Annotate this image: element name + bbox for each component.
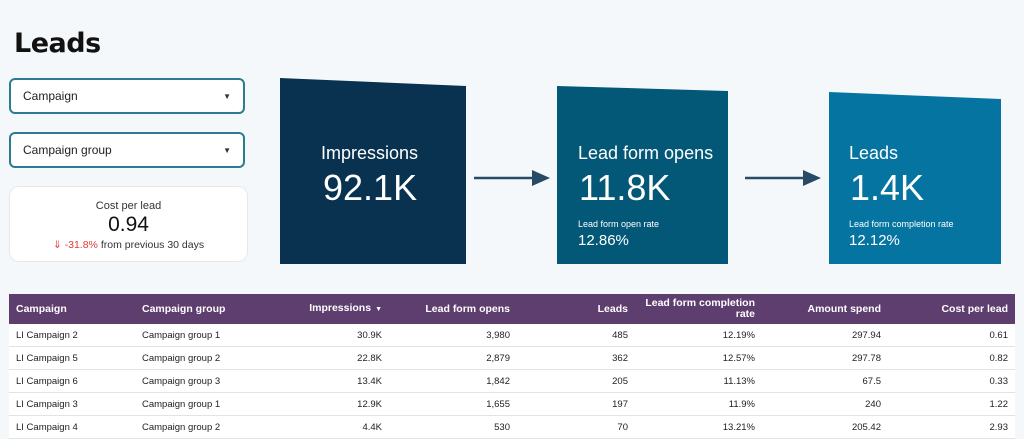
funnel-arrow-2 (745, 170, 821, 186)
cell-leads: 70 (517, 415, 635, 439)
kpi-label: Cost per lead (95, 200, 162, 212)
cell-cost-per-lead: 0.61 (888, 324, 1015, 347)
column-header-leads[interactable]: Leads (517, 294, 635, 324)
cell-amount-spend: 240 (762, 392, 888, 416)
funnel-impressions-title: Impressions (321, 143, 419, 163)
cell-leads: 197 (517, 392, 635, 416)
caret-down-icon: ▼ (223, 145, 231, 155)
cell-campaign-group: Campaign group 2 (135, 346, 300, 370)
column-header-cost-per-lead[interactable]: Cost per lead (888, 294, 1015, 324)
funnel-stage-impressions-shape (280, 78, 466, 264)
cell-amount-spend: 205.42 (762, 415, 888, 439)
campaign-group-dropdown-label: Campaign group (23, 143, 112, 157)
cell-campaign: LI Campaign 4 (9, 415, 135, 439)
kpi-delta-value: -31.8% (64, 239, 98, 251)
table-row: LI Campaign 2 Campaign group 1 30.9K 3,9… (9, 324, 1015, 347)
funnel-arrow-1 (474, 170, 550, 186)
cell-impressions: 12.9K (300, 392, 389, 416)
table-row: LI Campaign 6 Campaign group 3 13.4K 1,8… (9, 369, 1015, 393)
cell-amount-spend: 297.94 (762, 324, 888, 347)
cell-impressions: 22.8K (300, 346, 389, 370)
column-header-lead-form-opens[interactable]: Lead form opens (389, 294, 517, 324)
campaign-dropdown[interactable]: Campaign ▼ (9, 78, 245, 114)
campaign-table: Campaign Campaign group Impressions ▼ Lea… (9, 294, 1015, 439)
campaign-group-dropdown[interactable]: Campaign group ▼ (9, 132, 245, 168)
column-header-impressions[interactable]: Impressions ▼ (300, 294, 389, 324)
sort-desc-icon: ▼ (375, 306, 382, 313)
table-row: LI Campaign 4 Campaign group 2 4.4K 530 … (9, 415, 1015, 439)
cell-lead-form-opens: 3,980 (389, 324, 517, 347)
cell-leads: 205 (517, 369, 635, 393)
cell-cost-per-lead: 0.33 (888, 369, 1015, 393)
column-header-campaign[interactable]: Campaign (9, 294, 135, 324)
cost-per-lead-scorecard: Cost per lead 0.94 ⇓ -31.8% from previou… (9, 186, 248, 262)
cell-impressions: 30.9K (300, 324, 389, 347)
funnel-stage-lead-form-opens-shape (557, 86, 728, 264)
funnel-lead-form-opens-value: 11.8K (579, 167, 671, 208)
cell-impressions: 4.4K (300, 415, 389, 439)
cell-completion-rate: 11.13% (635, 369, 762, 393)
cell-lead-form-opens: 1,842 (389, 369, 517, 393)
funnel-impressions-value: 92.1K (323, 167, 418, 208)
cell-completion-rate: 12.57% (635, 346, 762, 370)
column-header-impressions-label: Impressions (309, 302, 372, 314)
caret-down-icon: ▼ (223, 91, 231, 101)
funnel-open-rate-value: 12.86% (578, 232, 629, 249)
cell-campaign: LI Campaign 5 (9, 346, 135, 370)
down-arrow-icon: ⇓ (52, 239, 62, 251)
table-row: LI Campaign 3 Campaign group 1 12.9K 1,6… (9, 392, 1015, 416)
page-title: Leads (14, 28, 101, 59)
cell-campaign: LI Campaign 6 (9, 369, 135, 393)
funnel-leads-title: Leads (849, 143, 899, 163)
cell-campaign-group: Campaign group 2 (135, 415, 300, 439)
cell-campaign-group: Campaign group 1 (135, 392, 300, 416)
campaign-dropdown-label: Campaign (23, 89, 78, 103)
funnel-lead-form-opens-title: Lead form opens (578, 143, 714, 163)
cell-amount-spend: 297.78 (762, 346, 888, 370)
funnel-completion-rate-value: 12.12% (849, 232, 900, 249)
funnel-leads-value: 1.4K (850, 167, 925, 208)
funnel-chart (280, 78, 1001, 264)
cell-impressions: 13.4K (300, 369, 389, 393)
cell-lead-form-opens: 1,655 (389, 392, 517, 416)
cell-completion-rate: 12.19% (635, 324, 762, 347)
funnel-stage-leads-shape (829, 92, 1001, 264)
cell-campaign-group: Campaign group 3 (135, 369, 300, 393)
table-row: LI Campaign 5 Campaign group 2 22.8K 2,8… (9, 346, 1015, 370)
cell-amount-spend: 67.5 (762, 369, 888, 393)
column-header-lead-form-completion-rate[interactable]: Lead form completion rate (635, 294, 762, 324)
funnel-open-rate-label: Lead form open rate (578, 219, 660, 229)
funnel-completion-rate-label: Lead form completion rate (849, 219, 954, 229)
kpi-value: 0.94 (108, 213, 149, 236)
cell-campaign-group: Campaign group 1 (135, 324, 300, 347)
cell-lead-form-opens: 2,879 (389, 346, 517, 370)
column-header-amount-spend[interactable]: Amount spend (762, 294, 888, 324)
cell-cost-per-lead: 1.22 (888, 392, 1015, 416)
table-header-row: Campaign Campaign group Impressions ▼ Lea… (9, 294, 1015, 324)
kpi-delta-row: ⇓ -31.8% from previous 30 days (10, 239, 247, 251)
cell-cost-per-lead: 0.82 (888, 346, 1015, 370)
cell-campaign: LI Campaign 2 (9, 324, 135, 347)
cell-campaign: LI Campaign 3 (9, 392, 135, 416)
cell-leads: 485 (517, 324, 635, 347)
cell-cost-per-lead: 2.93 (888, 415, 1015, 439)
cell-leads: 362 (517, 346, 635, 370)
kpi-delta-suffix: from previous 30 days (100, 239, 205, 251)
column-header-campaign-group[interactable]: Campaign group (135, 294, 300, 324)
cell-lead-form-opens: 530 (389, 415, 517, 439)
cell-completion-rate: 13.21% (635, 415, 762, 439)
cell-completion-rate: 11.9% (635, 392, 762, 416)
